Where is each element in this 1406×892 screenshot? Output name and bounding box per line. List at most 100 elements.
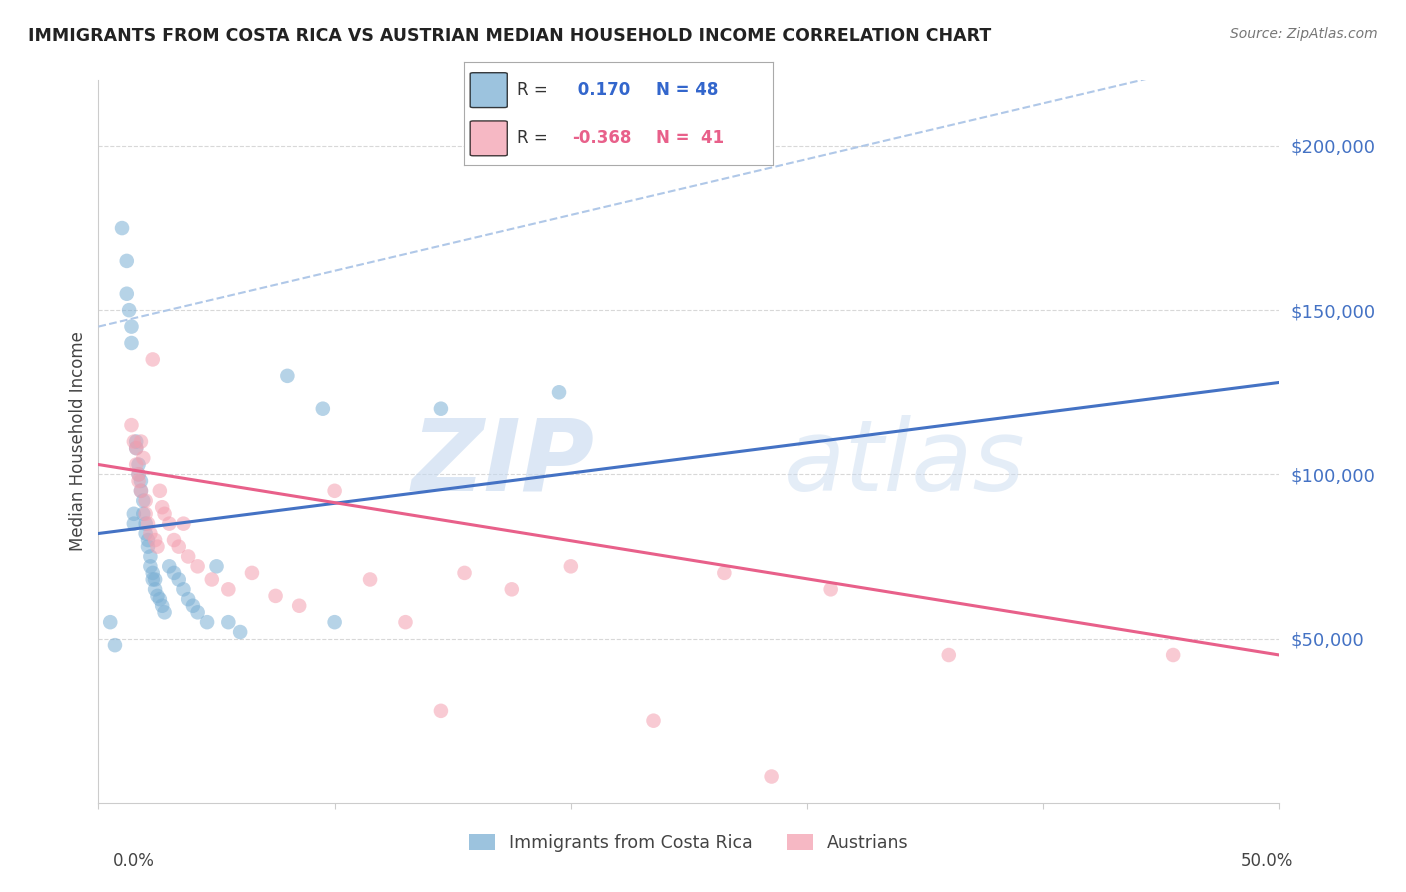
- Point: [761, 770, 783, 784]
- Point: [181, 599, 204, 613]
- Point: [142, 352, 165, 367]
- Point: [312, 401, 335, 416]
- Point: [323, 483, 346, 498]
- Point: [142, 566, 165, 580]
- Point: [118, 303, 141, 318]
- Text: N =  41: N = 41: [655, 129, 724, 147]
- Point: [453, 566, 475, 580]
- Point: [122, 434, 145, 449]
- Point: [149, 483, 172, 498]
- Point: [713, 566, 735, 580]
- Point: [121, 336, 143, 351]
- Text: IMMIGRANTS FROM COSTA RICA VS AUSTRIAN MEDIAN HOUSEHOLD INCOME CORRELATION CHART: IMMIGRANTS FROM COSTA RICA VS AUSTRIAN M…: [28, 27, 991, 45]
- Point: [139, 526, 162, 541]
- Point: [136, 533, 159, 547]
- Point: [132, 493, 155, 508]
- Point: [820, 582, 842, 597]
- Point: [1161, 648, 1184, 662]
- Point: [139, 549, 162, 564]
- Point: [938, 648, 960, 662]
- Point: [548, 385, 571, 400]
- Point: [430, 401, 453, 416]
- Point: [167, 540, 190, 554]
- Point: [153, 605, 176, 619]
- Point: [122, 507, 145, 521]
- Point: [217, 582, 239, 597]
- Point: [129, 483, 152, 498]
- Point: [205, 559, 228, 574]
- Point: [201, 573, 224, 587]
- Point: [288, 599, 311, 613]
- Text: 0.170: 0.170: [572, 81, 630, 99]
- Point: [143, 573, 166, 587]
- Point: [115, 286, 138, 301]
- Text: 0.0%: 0.0%: [112, 852, 155, 870]
- Point: [195, 615, 218, 630]
- Point: [128, 467, 150, 482]
- Point: [149, 592, 172, 607]
- Point: [129, 474, 152, 488]
- Point: [217, 615, 239, 630]
- Point: [172, 516, 194, 531]
- Point: [157, 559, 180, 574]
- Point: [111, 221, 134, 235]
- Point: [359, 573, 381, 587]
- Point: [394, 615, 416, 630]
- Text: ZIP: ZIP: [412, 415, 595, 512]
- Point: [129, 434, 152, 449]
- Legend: Immigrants from Costa Rica, Austrians: Immigrants from Costa Rica, Austrians: [463, 827, 915, 859]
- Point: [163, 566, 186, 580]
- Text: R =: R =: [516, 129, 547, 147]
- Text: 50.0%: 50.0%: [1241, 852, 1294, 870]
- Text: -0.368: -0.368: [572, 129, 631, 147]
- Point: [129, 483, 152, 498]
- Point: [560, 559, 582, 574]
- Point: [115, 253, 138, 268]
- Point: [125, 434, 148, 449]
- Point: [146, 589, 169, 603]
- Text: R =: R =: [516, 81, 547, 99]
- Point: [163, 533, 186, 547]
- Point: [643, 714, 665, 728]
- Point: [146, 540, 169, 554]
- Point: [143, 533, 166, 547]
- Point: [125, 441, 148, 455]
- Point: [136, 516, 159, 531]
- Point: [430, 704, 453, 718]
- Point: [139, 559, 162, 574]
- FancyBboxPatch shape: [470, 73, 508, 108]
- Point: [125, 441, 148, 455]
- Point: [135, 507, 157, 521]
- Point: [229, 625, 252, 640]
- Point: [121, 319, 143, 334]
- Point: [128, 458, 150, 472]
- Point: [177, 549, 200, 564]
- Point: [128, 467, 150, 482]
- Point: [122, 516, 145, 531]
- FancyBboxPatch shape: [470, 121, 508, 156]
- Point: [128, 474, 150, 488]
- Point: [121, 418, 143, 433]
- Text: N = 48: N = 48: [655, 81, 718, 99]
- Text: Source: ZipAtlas.com: Source: ZipAtlas.com: [1230, 27, 1378, 41]
- Point: [323, 615, 346, 630]
- Point: [150, 500, 173, 515]
- Point: [150, 599, 173, 613]
- Point: [104, 638, 127, 652]
- Y-axis label: Median Household Income: Median Household Income: [69, 332, 87, 551]
- Point: [132, 507, 155, 521]
- Point: [143, 582, 166, 597]
- Point: [135, 526, 157, 541]
- Point: [177, 592, 200, 607]
- Point: [240, 566, 263, 580]
- Point: [142, 573, 165, 587]
- Point: [136, 540, 159, 554]
- Point: [157, 516, 180, 531]
- Point: [125, 458, 148, 472]
- Point: [167, 573, 190, 587]
- Point: [98, 615, 121, 630]
- Point: [135, 493, 157, 508]
- Point: [172, 582, 194, 597]
- Point: [276, 368, 298, 383]
- Point: [153, 507, 176, 521]
